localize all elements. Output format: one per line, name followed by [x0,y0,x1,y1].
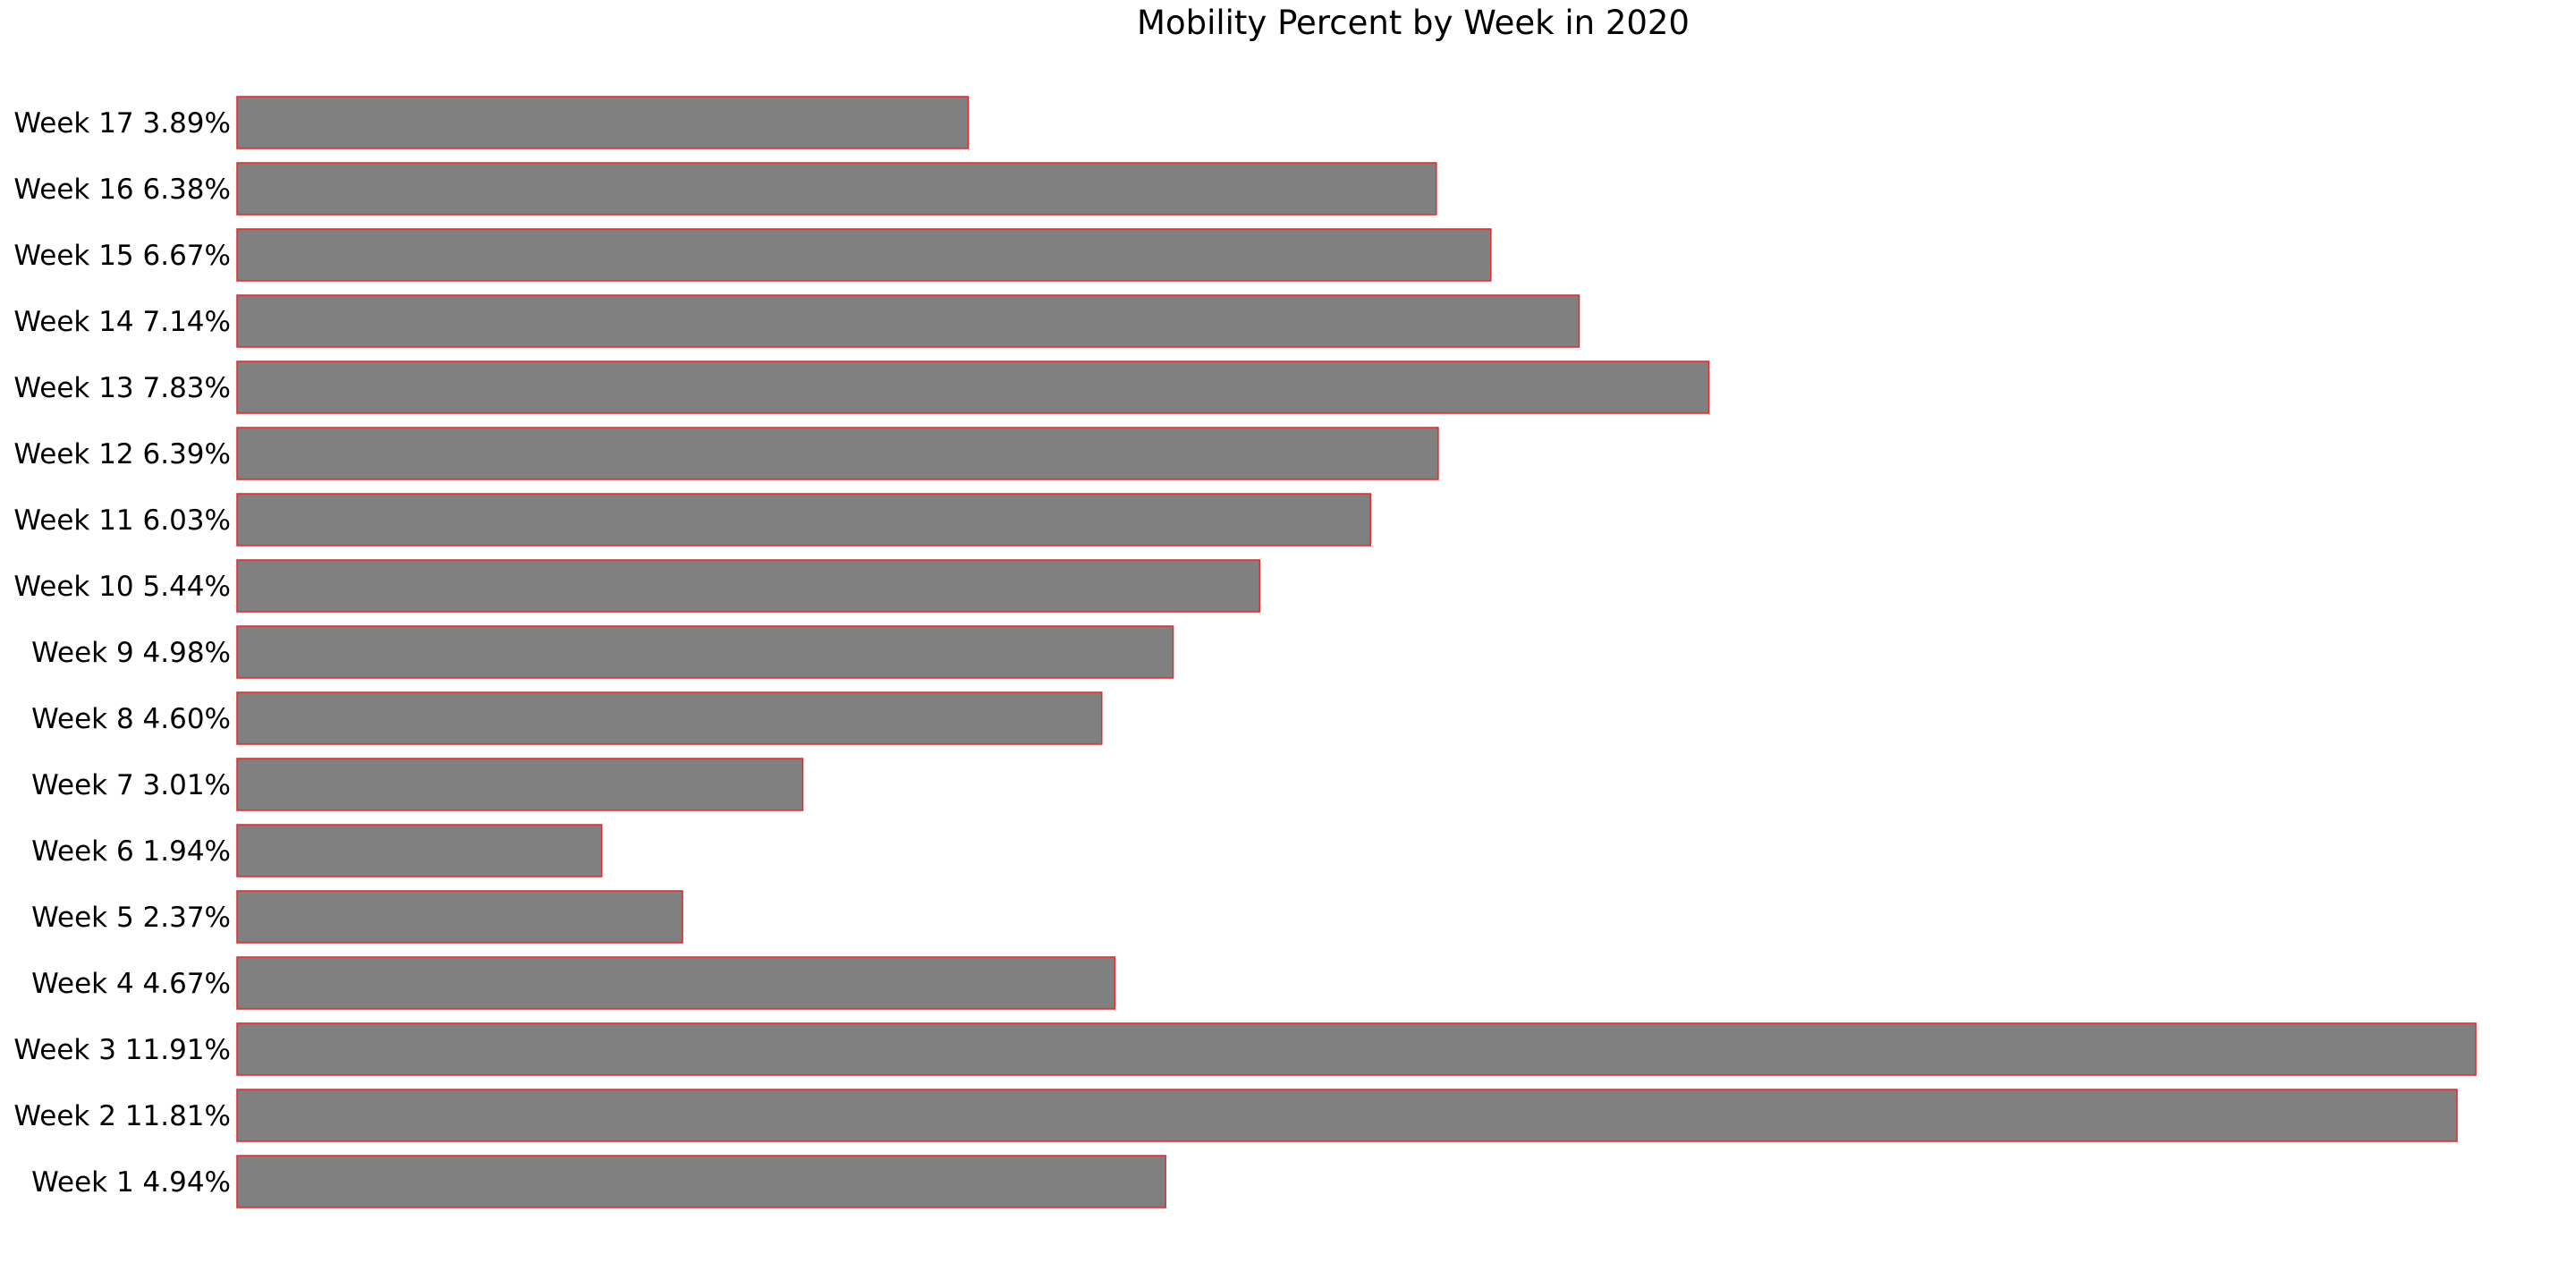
bar-week-11 [236,493,1372,547]
category-label-week-7: Week 7 3.01% [31,769,231,801]
category-label-week-17: Week 17 3.89% [13,107,231,140]
bar-week-4 [236,956,1116,1010]
bar-week-1 [236,1155,1166,1208]
chart-title: Mobility Percent by Week in 2020 [1137,4,1690,42]
bar-week-14 [236,294,1580,348]
bar-week-7 [236,758,804,811]
category-label-week-2: Week 2 11.81% [13,1100,231,1132]
category-label-week-10: Week 10 5.44% [13,571,231,603]
category-label-week-5: Week 5 2.37% [31,902,231,934]
category-label-week-3: Week 3 11.91% [13,1034,231,1066]
category-labels-group: Week 1 4.94% Week 2 11.81% Week 3 11.91% We… [13,107,231,1199]
bar-week-16 [236,162,1437,216]
bar-week-12 [236,427,1439,480]
category-label-week-9: Week 9 4.98% [31,637,231,669]
bar-week-2 [236,1089,2458,1142]
category-label-week-13: Week 13 7.83% [13,372,231,404]
bar-week-9 [236,625,1174,679]
bar-week-5 [236,890,683,944]
bar-week-6 [236,824,603,877]
bar-week-17 [236,96,970,149]
bar-week-3 [236,1022,2477,1076]
bar-week-15 [236,228,1492,282]
category-label-week-8: Week 8 4.60% [31,703,231,735]
category-label-week-16: Week 16 6.38% [13,174,231,206]
category-label-week-15: Week 15 6.67% [13,240,231,272]
category-label-week-11: Week 11 6.03% [13,504,231,537]
bar-week-13 [236,360,1710,414]
bars-group [236,96,2477,1208]
category-label-week-1: Week 1 4.94% [31,1166,231,1199]
bar-week-8 [236,691,1103,745]
category-label-week-6: Week 6 1.94% [31,835,231,868]
bar-week-10 [236,559,1261,613]
category-label-week-14: Week 14 7.14% [13,306,231,338]
category-label-week-4: Week 4 4.67% [31,968,231,1000]
category-label-week-12: Week 12 6.39% [13,438,231,470]
